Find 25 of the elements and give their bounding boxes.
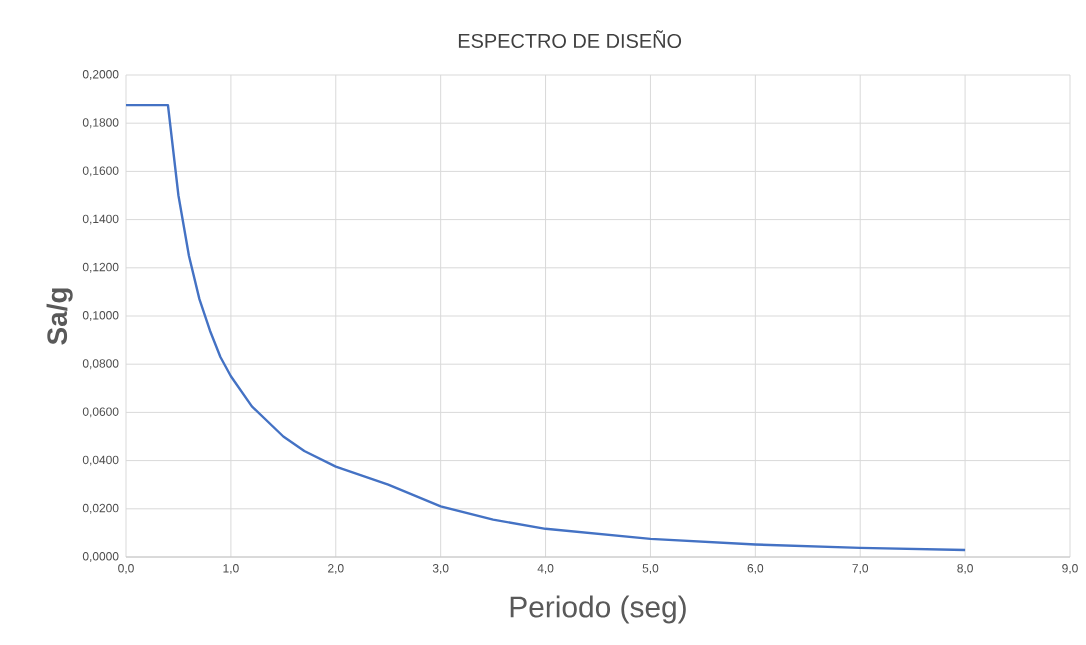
y-tick-label: 0,1600 xyxy=(82,166,119,177)
y-axis-title: Sa/g xyxy=(46,288,73,345)
x-tick-label: 4,0 xyxy=(537,564,554,574)
x-tick-label: 6,0 xyxy=(747,564,764,574)
y-tick-label: 0,0200 xyxy=(82,503,119,514)
line-series xyxy=(126,103,967,552)
y-tick-label: 0,2000 xyxy=(82,70,119,80)
chart-title: ESPECTRO DE DISEÑO xyxy=(458,30,682,48)
x-tick-label: 0,0 xyxy=(118,564,134,574)
x-tick-label: 1,0 xyxy=(223,564,239,574)
y-tick-label: 0,1200 xyxy=(82,262,119,273)
x-tick-label: 5,0 xyxy=(642,564,659,574)
x-tick-label: 9,0 xyxy=(1062,564,1078,574)
y-tick-label: 0,1400 xyxy=(82,214,119,225)
y-tick-label: 0,0800 xyxy=(82,359,119,370)
y-tick-label: 0,0600 xyxy=(82,407,119,418)
x-axis-title: Periodo (seg) xyxy=(510,595,686,624)
x-tick-label: 8,0 xyxy=(957,564,973,574)
x-tick-label: 7,0 xyxy=(852,564,869,574)
y-tick-label: 0,0400 xyxy=(82,455,119,466)
x-tick-label: 3,0 xyxy=(432,564,449,574)
x-tick-label: 2,0 xyxy=(328,564,344,574)
y-tick-label: 0,1000 xyxy=(82,311,119,321)
y-tick-label: 0,1800 xyxy=(82,118,119,129)
y-tick-label: 0,0000 xyxy=(82,552,119,562)
